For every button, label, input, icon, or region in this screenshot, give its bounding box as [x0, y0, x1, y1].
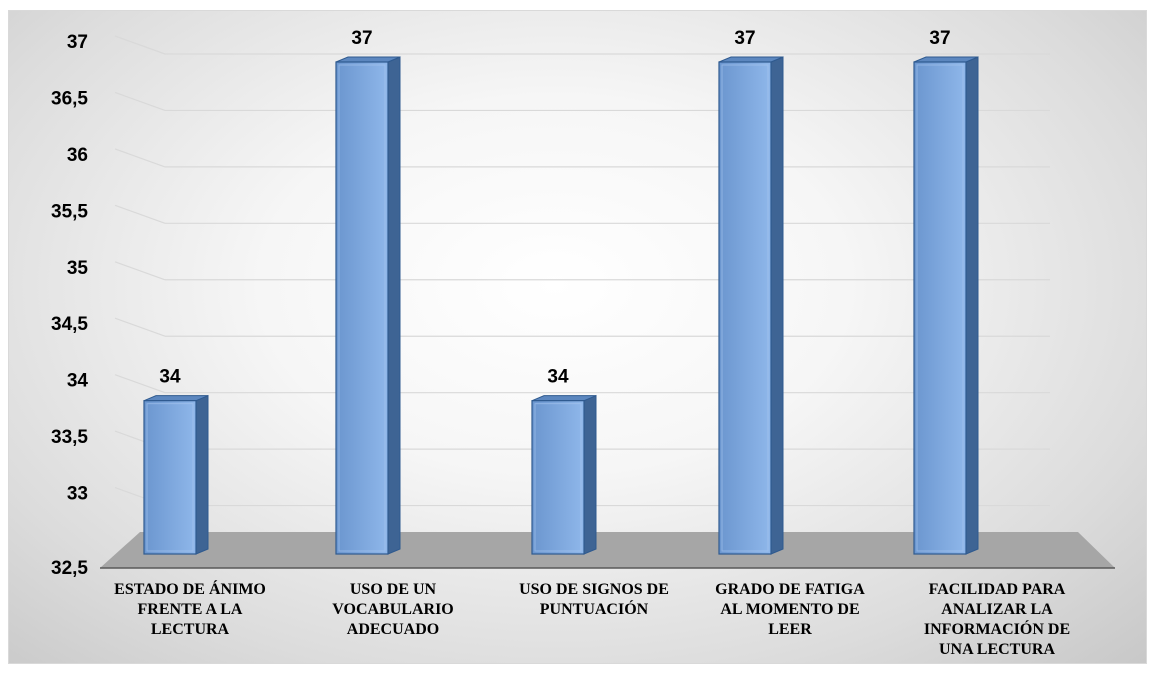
x-category-label-line: FACILIDAD PARA: [929, 581, 1066, 598]
x-category-label-line: PUNTUACIÓN: [540, 599, 649, 618]
x-category-label-line: USO DE SIGNOS DE: [519, 581, 669, 598]
bar-front-face: [531, 400, 585, 555]
y-tick-label: 36,5: [51, 88, 88, 109]
gridline-depth: [114, 148, 166, 168]
y-tick-label: 37: [67, 32, 88, 53]
bar-front-face: [143, 400, 197, 555]
x-category-label-line: USO DE UN: [350, 581, 437, 598]
bar-front-face: [718, 61, 772, 555]
bar-top-face: [531, 395, 597, 402]
bar-side-face: [195, 394, 209, 555]
bar-top-face: [143, 395, 209, 402]
bar-top-face: [718, 56, 784, 63]
bar-1: 34: [143, 367, 209, 555]
x-category-label-line: GRADO DE FATIGA: [715, 581, 865, 598]
gridline-depth: [114, 204, 166, 224]
x-category-label: GRADO DE FATIGA AL MOMENTO DE LEER: [715, 581, 865, 638]
y-tick-label: 35,5: [51, 201, 88, 222]
bar-top-face: [913, 56, 979, 63]
x-category-label-line: UNA LECTURA: [939, 641, 1055, 658]
y-tick-label: 34,5: [51, 314, 88, 335]
data-label: 37: [351, 28, 372, 49]
x-category-label: USO DE UN VOCABULARIO ADECUADO: [332, 581, 453, 638]
x-category-label-line: FRENTE A LA: [138, 601, 243, 618]
y-tick-label: 33,5: [51, 427, 88, 448]
bar-3: 34: [531, 367, 597, 555]
bar-2: 37: [335, 28, 401, 555]
x-category-label-line: AL MOMENTO DE: [720, 601, 859, 618]
x-category-label-line: ANALIZAR LA: [941, 601, 1053, 618]
bar-4: 37: [718, 28, 784, 555]
gridline-depth: [114, 91, 166, 112]
y-tick-label: 36: [67, 145, 88, 166]
x-category-label-line: INFORMACIÓN DE: [924, 619, 1070, 638]
bar-highlight: [146, 403, 194, 552]
x-category-label-line: LECTURA: [151, 621, 230, 638]
gridline-depth: [114, 374, 166, 394]
y-tick-label: 34: [67, 371, 89, 392]
data-label: 34: [547, 367, 569, 388]
bar-highlight: [338, 64, 386, 552]
x-category-label-line: VOCABULARIO: [332, 601, 453, 618]
bar-side-face: [770, 56, 784, 555]
y-tick-label: 35: [67, 258, 89, 279]
bar-highlight: [916, 64, 964, 552]
bar-front-face: [335, 61, 389, 555]
bar-highlight: [534, 403, 582, 552]
x-category-label-line: ESTADO DE ÁNIMO: [114, 579, 266, 598]
y-tick-label: 32,5: [51, 558, 88, 579]
bar-side-face: [387, 56, 401, 555]
gridline-depth: [114, 35, 166, 55]
x-category-label-line: ADECUADO: [347, 621, 439, 638]
bar-5: 37: [913, 28, 979, 555]
bar-side-face: [583, 394, 597, 555]
gridline-depth: [114, 261, 166, 281]
data-label: 37: [734, 28, 755, 49]
data-label: 34: [159, 367, 181, 388]
bar-top-face: [335, 56, 401, 63]
bar-front-face: [913, 61, 967, 555]
bar-side-face: [965, 56, 979, 555]
data-label: 37: [929, 28, 950, 49]
y-tick-label: 33: [67, 484, 88, 505]
x-category-label: ESTADO DE ÁNIMO FRENTE A LA LECTURA: [114, 579, 266, 638]
bar-highlight: [721, 64, 769, 552]
x-category-label-line: LEER: [768, 621, 812, 638]
gridline-depth: [114, 317, 166, 337]
